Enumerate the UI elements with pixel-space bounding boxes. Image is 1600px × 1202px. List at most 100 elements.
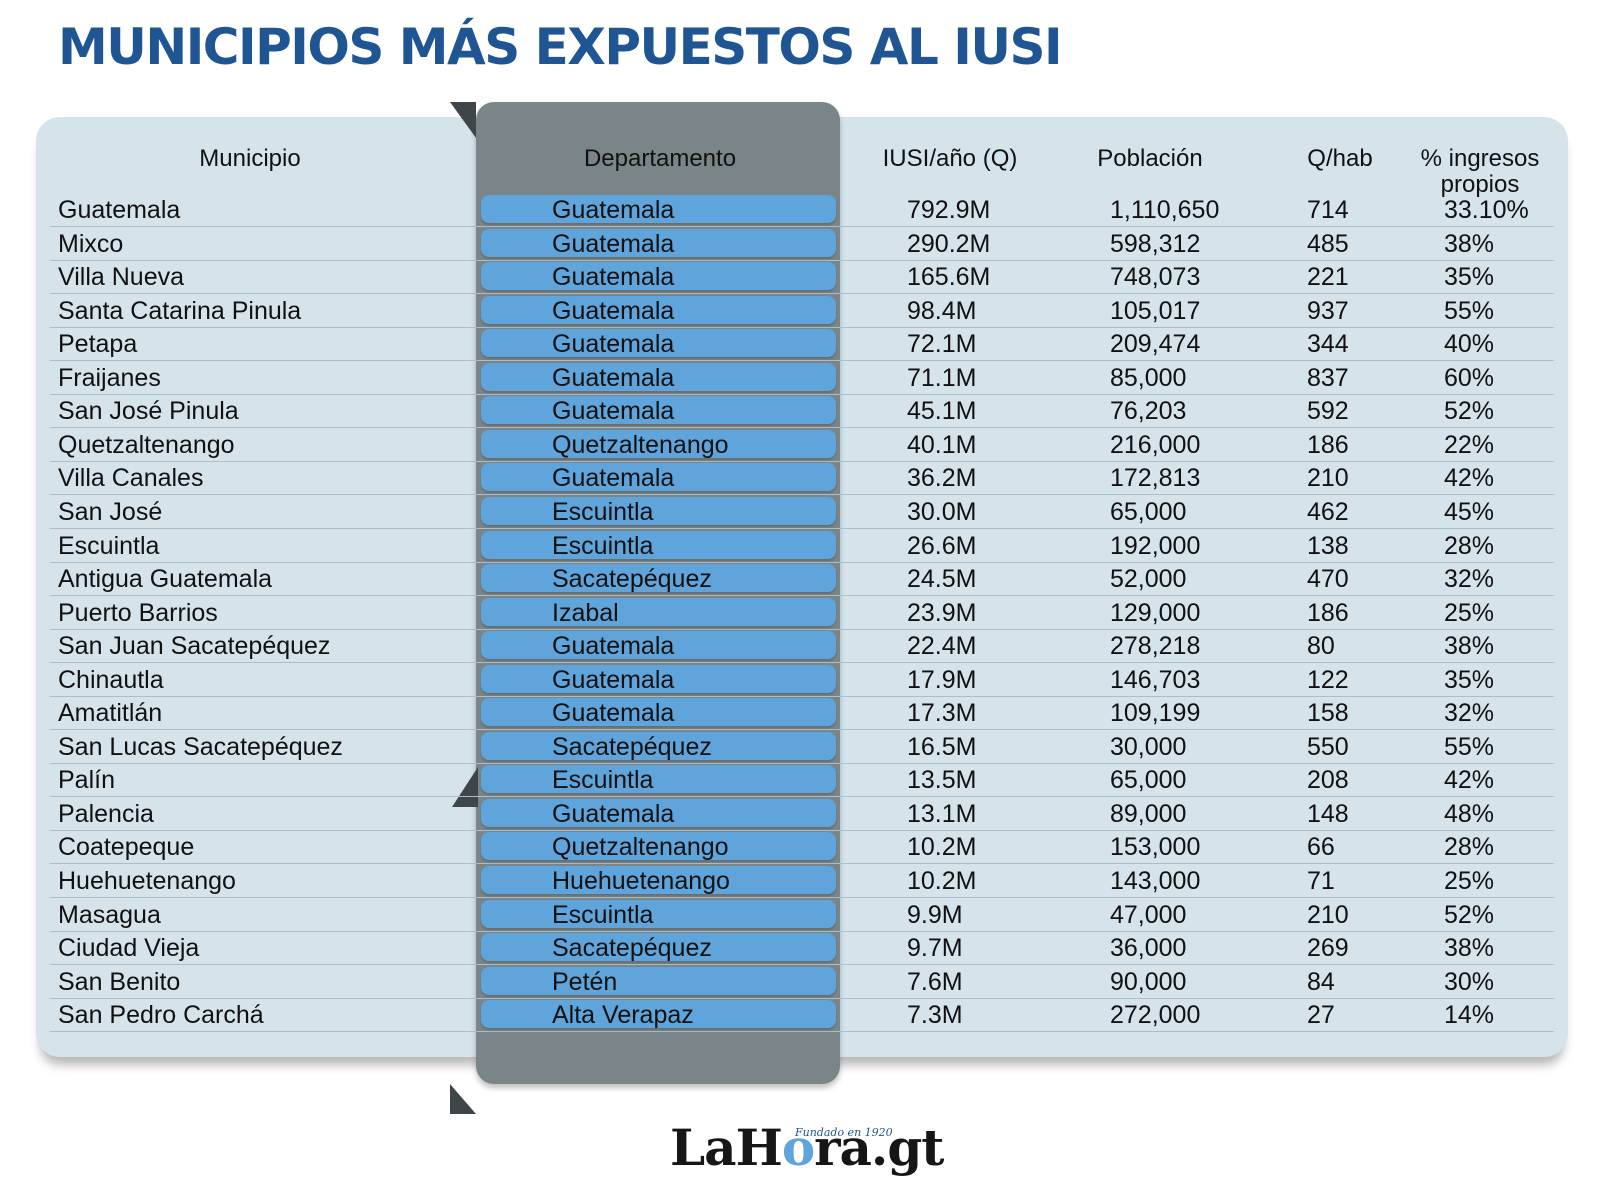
cell-q-hab: 937 xyxy=(1307,296,1349,325)
department-pill xyxy=(481,295,836,324)
department-pill xyxy=(481,1000,836,1029)
cell-iusi: 22.4M xyxy=(907,632,977,661)
cell-iusi: 290.2M xyxy=(907,229,991,258)
cell-pct-ingresos: 35% xyxy=(1444,263,1495,292)
department-pill xyxy=(481,228,836,257)
cell-poblacion: 65,000 xyxy=(1110,766,1187,795)
cell-q-hab: 470 xyxy=(1307,565,1349,594)
cell-departamento: Guatemala xyxy=(552,330,675,359)
cell-pct-ingresos: 14% xyxy=(1444,1001,1495,1030)
cell-iusi: 13.1M xyxy=(907,799,977,828)
table-row: San José Pinula Guatemala 45.1M 76,203 592 52… xyxy=(50,393,1554,429)
department-pill xyxy=(481,530,836,559)
department-pill xyxy=(481,463,836,492)
cell-poblacion: 129,000 xyxy=(1110,598,1201,627)
table-row: Antigua Guatemala Sacatepéquez 24.5M 52,000… xyxy=(50,561,1554,597)
table-row: Palencia Guatemala 13.1M 89,000 148 48% xyxy=(50,796,1554,831)
header-pct-ingresos: % ingresos propios xyxy=(1420,145,1540,198)
department-pill xyxy=(481,362,836,391)
department-pill xyxy=(481,798,836,827)
cell-poblacion: 105,017 xyxy=(1110,296,1201,325)
cell-pct-ingresos: 38% xyxy=(1444,934,1495,963)
cell-pct-ingresos: 32% xyxy=(1444,699,1495,728)
cell-q-hab: 714 xyxy=(1307,196,1349,224)
table-row: Santa Catarina Pinula Guatemala 98.4M 105,0… xyxy=(50,293,1554,328)
table-row: San Juan Sacatepéquez Guatemala 22.4M 278,2… xyxy=(50,628,1554,664)
cell-poblacion: 192,000 xyxy=(1110,531,1201,560)
cell-departamento: Escuintla xyxy=(552,766,654,795)
department-pill xyxy=(481,731,836,760)
cell-municipio: Quetzaltenango xyxy=(58,430,235,459)
cell-q-hab: 122 xyxy=(1307,665,1349,694)
cell-q-hab: 210 xyxy=(1307,900,1349,929)
table-row: Amatitlán Guatemala 17.3M 109,199 158 32% xyxy=(50,695,1554,731)
cell-poblacion: 109,199 xyxy=(1110,699,1201,728)
cell-departamento: Quetzaltenango xyxy=(552,833,729,862)
cell-pct-ingresos: 28% xyxy=(1444,833,1495,862)
cell-poblacion: 90,000 xyxy=(1110,967,1187,996)
cell-iusi: 98.4M xyxy=(907,296,977,325)
cell-q-hab: 485 xyxy=(1307,229,1349,258)
cell-q-hab: 71 xyxy=(1307,867,1335,895)
cell-departamento: Guatemala xyxy=(552,464,675,493)
table-row: Villa Nueva Guatemala 165.6M 748,073 221 35% xyxy=(50,259,1554,295)
cell-pct-ingresos: 60% xyxy=(1444,363,1495,392)
cell-municipio: Santa Catarina Pinula xyxy=(58,296,302,325)
cell-pct-ingresos: 52% xyxy=(1444,900,1495,929)
cell-iusi: 23.9M xyxy=(907,598,977,627)
cell-pct-ingresos: 40% xyxy=(1444,330,1495,359)
cell-municipio: San Lucas Sacatepéquez xyxy=(58,732,343,761)
cell-municipio: Guatemala xyxy=(58,196,181,224)
department-pill xyxy=(481,631,836,660)
cell-q-hab: 221 xyxy=(1307,263,1349,292)
department-pill xyxy=(481,429,836,458)
cell-q-hab: 66 xyxy=(1307,833,1335,862)
cell-municipio: Puerto Barrios xyxy=(58,598,218,627)
cell-pct-ingresos: 30% xyxy=(1444,967,1495,996)
cell-departamento: Escuintla xyxy=(552,900,654,929)
cell-departamento: Guatemala xyxy=(552,397,675,426)
cell-municipio: San José Pinula xyxy=(58,397,239,426)
table-row: Huehuetenango Huehuetenango 10.2M 143,000 71… xyxy=(50,863,1554,898)
header-departamento: Departamento xyxy=(583,145,737,172)
header-municipio: Municipio xyxy=(199,145,301,172)
cell-poblacion: 272,000 xyxy=(1110,1001,1201,1030)
cell-municipio: San José xyxy=(58,497,163,526)
logo-tagline: Fundado en 1920 xyxy=(795,1126,893,1139)
cell-pct-ingresos: 55% xyxy=(1444,732,1495,761)
cell-poblacion: 30,000 xyxy=(1110,732,1187,761)
cell-departamento: Guatemala xyxy=(552,799,675,828)
table-row: Ciudad Vieja Sacatepéquez 9.7M 36,000 269 38% xyxy=(50,930,1554,966)
cell-iusi: 16.5M xyxy=(907,732,977,761)
table-row: Fraijanes Guatemala 71.1M 85,000 837 60% xyxy=(50,360,1554,395)
department-pill xyxy=(481,496,836,525)
cell-q-hab: 186 xyxy=(1307,430,1349,459)
cell-poblacion: 89,000 xyxy=(1110,799,1187,828)
table-row: Masagua Escuintla 9.9M 47,000 210 52% xyxy=(50,897,1554,932)
cell-iusi: 26.6M xyxy=(907,531,977,560)
cell-departamento: Petén xyxy=(552,967,618,996)
cell-iusi: 9.7M xyxy=(907,934,963,963)
cell-municipio: San Pedro Carchá xyxy=(58,1001,264,1030)
cell-municipio: Antigua Guatemala xyxy=(58,565,273,594)
cell-municipio: Mixco xyxy=(58,229,124,258)
department-pill xyxy=(481,765,836,794)
cell-municipio: San Juan Sacatepéquez xyxy=(58,632,331,661)
department-pill xyxy=(481,899,836,928)
cell-iusi: 165.6M xyxy=(907,263,991,292)
cell-q-hab: 269 xyxy=(1307,934,1349,963)
lahora-logo: LaHora.gt xyxy=(670,1118,944,1177)
cell-pct-ingresos: 38% xyxy=(1444,632,1495,661)
cell-departamento: Escuintla xyxy=(552,497,654,526)
cell-iusi: 17.3M xyxy=(907,699,977,728)
cell-iusi: 36.2M xyxy=(907,464,977,493)
cell-q-hab: 550 xyxy=(1307,732,1349,761)
cell-poblacion: 146,703 xyxy=(1110,665,1201,694)
cell-municipio: Palín xyxy=(58,766,115,795)
cell-pct-ingresos: 28% xyxy=(1444,531,1495,560)
cell-q-hab: 138 xyxy=(1307,531,1349,560)
table-row: Mixco Guatemala 290.2M 598,312 485 38% xyxy=(50,226,1554,261)
department-pill xyxy=(481,664,836,693)
table-row: Villa Canales Guatemala 36.2M 172,813 210 42% xyxy=(50,460,1554,496)
cell-departamento: Huehuetenango xyxy=(552,867,730,895)
